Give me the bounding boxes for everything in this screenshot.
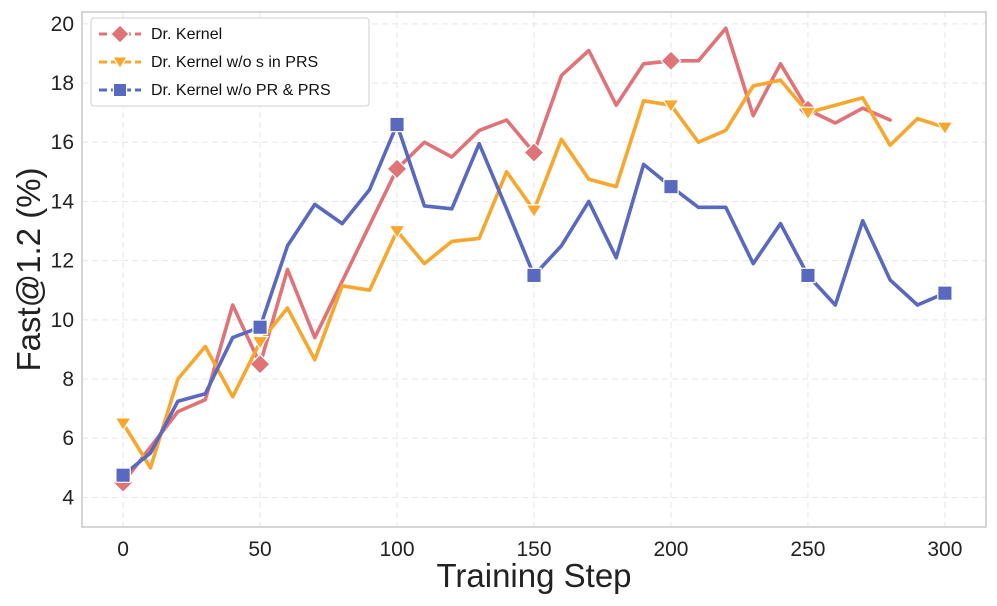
y-tick-label: 14 xyxy=(51,190,75,213)
data-point-marker xyxy=(249,353,271,375)
data-point-marker xyxy=(799,106,817,121)
data-point-marker xyxy=(251,335,269,351)
data-point-marker xyxy=(389,116,405,133)
data-point-marker xyxy=(800,267,816,284)
data-point-marker xyxy=(112,82,128,98)
data-point-marker xyxy=(660,50,682,72)
y-tick-label: 4 xyxy=(62,486,74,509)
data-point-marker xyxy=(114,417,132,432)
x-tick-label: 100 xyxy=(380,538,415,561)
tick-labels: 0 50 100 150 200 250 300 4 6 8 10 12 14 16 18 20 xyxy=(51,13,963,561)
x-tick-label: 0 xyxy=(117,538,129,561)
data-point-marker xyxy=(663,178,679,195)
data-point-marker xyxy=(937,285,953,301)
series-line xyxy=(121,26,892,485)
y-tick-label: 10 xyxy=(51,309,74,332)
data-point-marker xyxy=(523,141,545,164)
data-point-marker xyxy=(662,99,680,114)
series-layer xyxy=(112,26,954,494)
x-tick-label: 150 xyxy=(516,538,551,561)
x-tick-label: 50 xyxy=(248,538,271,561)
y-tick-label: 18 xyxy=(51,72,74,95)
y-axis-title: Fast@1.2 (%) xyxy=(10,167,47,371)
data-point-marker xyxy=(386,158,408,180)
legend-label: Dr. Kernel xyxy=(151,26,222,43)
data-point-marker xyxy=(115,467,131,483)
data-point-marker xyxy=(252,319,268,335)
data-point-marker xyxy=(110,24,130,44)
data-point-marker xyxy=(388,224,406,240)
x-tick-label: 250 xyxy=(790,538,825,561)
y-tick-label: 8 xyxy=(62,368,74,391)
data-point-marker xyxy=(111,56,129,70)
plot-frame xyxy=(81,11,987,528)
x-tick-label: 300 xyxy=(927,538,962,561)
x-tick-label: 200 xyxy=(653,538,688,561)
legend-box xyxy=(90,17,370,107)
series-2 xyxy=(114,78,954,470)
legend-label: Dr. Kernel w/o PR & PRS xyxy=(151,82,331,99)
legend-item: Dr. Kernel xyxy=(99,24,222,44)
data-point-marker xyxy=(936,121,954,136)
y-tick-label: 16 xyxy=(51,131,74,154)
y-tick-label: 20 xyxy=(51,13,74,36)
legend-label: Dr. Kernel w/o s in PRS xyxy=(151,54,318,71)
y-tick-label: 6 xyxy=(62,427,74,450)
legend: Dr. Kernel Dr. Kernel w/o s in PRS Dr. Ker… xyxy=(90,17,370,107)
data-point-marker xyxy=(526,267,542,284)
x-axis-title: Training Step xyxy=(436,557,631,594)
legend-item: Dr. Kernel w/o PR & PRS xyxy=(99,82,331,99)
data-point-marker xyxy=(525,204,543,219)
series-3 xyxy=(115,116,953,483)
y-tick-label: 12 xyxy=(51,250,74,273)
legend-item: Dr. Kernel w/o s in PRS xyxy=(99,54,318,71)
